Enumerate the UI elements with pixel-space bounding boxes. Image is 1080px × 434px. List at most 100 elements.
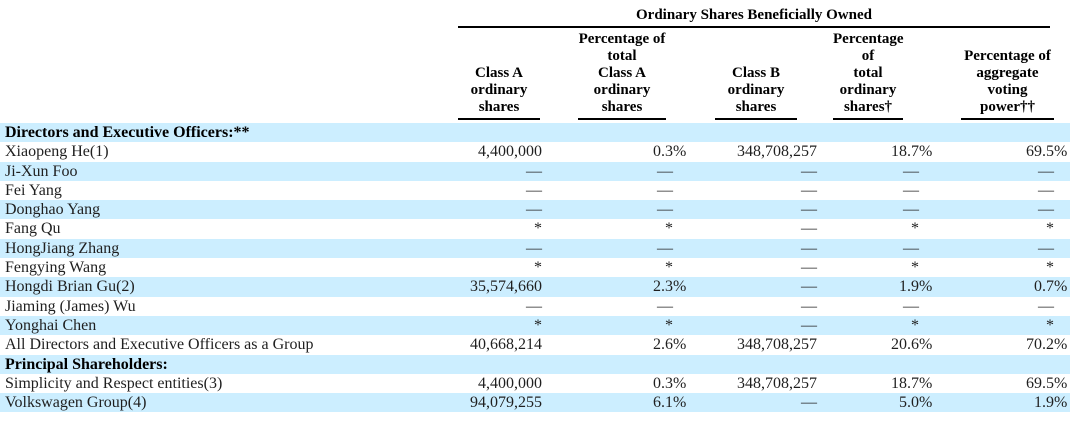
cell-pct-total-ordinary: — [903, 239, 919, 257]
table-row: Ji-Xun Foo — — — — — [0, 161, 1070, 181]
cell-class-b-shares: — [801, 394, 817, 412]
row-label: Directors and Executive Officers:** [5, 124, 250, 141]
cell-class-b-shares: — [801, 278, 817, 296]
cell-class-a-shares: * [534, 220, 542, 238]
table-row: HongJiang Zhang — — — — — [0, 238, 1070, 259]
cell-class-a-shares: * [534, 259, 542, 277]
cell-pct-class-a: * [665, 220, 673, 238]
row-label: HongJiang Zhang [5, 239, 120, 257]
cell-pct-voting-power: — [1038, 297, 1054, 315]
cell-class-b-shares: — [801, 259, 817, 277]
cell-pct-class-a: 0.3% [653, 143, 687, 161]
table-row: Donghao Yang — — — — — [0, 200, 1070, 220]
cell-class-a-shares: 4,400,000 [478, 374, 542, 392]
cell-pct-class-a [542, 355, 686, 374]
cell-pct-class-a: 2.6% [653, 336, 687, 354]
table-row: All Directors and Executive Officers as … [0, 335, 1070, 354]
cell-pct-class-a: 2.3% [653, 278, 687, 296]
row-label: Hongdi Brian Gu(2) [5, 278, 135, 296]
cell-class-b-shares [686, 123, 817, 142]
table-row: Simplicity and Respect entities(3) 4,400,… [0, 374, 1070, 393]
cell-class-a-shares: * [534, 316, 542, 334]
cell-pct-class-a: — [657, 162, 673, 180]
row-label: Fei Yang [5, 181, 62, 199]
cell-pct-class-a: 6.1% [653, 394, 687, 412]
cell-pct-class-a: — [657, 181, 673, 199]
column-header-pct-voting-power: Percentage of aggregate voting power†† [961, 48, 1054, 120]
table-row: Jiaming (James) Wu — — — — — [0, 297, 1070, 316]
table-row: Principal Shareholders: [0, 354, 1070, 374]
cell-class-b-shares: — [801, 239, 817, 257]
cell-pct-voting-power: * [1046, 259, 1054, 277]
cell-class-b-shares: — [801, 181, 817, 199]
cell-pct-class-a: — [657, 297, 673, 315]
cell-pct-total-ordinary: 5.0% [899, 394, 933, 412]
cell-class-a-shares: 4,400,000 [478, 143, 542, 161]
cell-class-b-shares: — [801, 316, 817, 334]
table-row: Fengying Wang * * — * * [0, 258, 1070, 277]
cell-pct-voting-power: * [1046, 220, 1054, 238]
cell-pct-total-ordinary: 18.7% [891, 374, 933, 392]
cell-pct-voting-power: 69.5% [1026, 143, 1068, 161]
cell-pct-voting-power: 1.9% [1034, 394, 1068, 412]
cell-pct-total-ordinary: — [903, 297, 919, 315]
cell-pct-total-ordinary: 20.6% [891, 336, 933, 354]
cell-pct-voting-power [932, 123, 1070, 142]
cell-pct-total-ordinary: 18.7% [891, 143, 933, 161]
cell-pct-class-a: 0.3% [653, 374, 687, 392]
cell-pct-voting-power: * [1046, 316, 1054, 334]
cell-pct-voting-power: — [1038, 181, 1054, 199]
cell-class-a-shares: 35,574,660 [470, 278, 542, 296]
cell-class-a-shares [455, 123, 542, 142]
cell-pct-total-ordinary: — [903, 162, 919, 180]
cell-class-b-shares: 348,708,257 [737, 336, 817, 354]
cell-pct-total-ordinary: * [911, 259, 919, 277]
table-row: Fei Yang — — — — — [0, 181, 1070, 200]
cell-class-a-shares: — [526, 297, 542, 315]
row-label: Fengying Wang [5, 259, 107, 277]
row-label: Fang Qu [5, 220, 61, 238]
cell-class-a-shares [455, 355, 542, 374]
row-label: Donghao Yang [5, 201, 101, 219]
cell-class-b-shares: — [801, 201, 817, 219]
table-row: Fang Qu * * — * * [0, 219, 1070, 238]
cell-pct-voting-power: 70.2% [1026, 336, 1068, 354]
row-label: Principal Shareholders: [5, 355, 168, 373]
column-header-pct-total-ordinary: Percentage of total ordinary shares† [833, 31, 904, 120]
cell-class-a-shares: — [526, 181, 542, 199]
cell-pct-class-a [542, 123, 686, 142]
cell-class-b-shares: 348,708,257 [737, 374, 817, 392]
table-body: Directors and Executive Officers:** Xiaop… [0, 123, 1070, 413]
cell-pct-class-a: — [657, 201, 673, 219]
row-label: Ji-Xun Foo [5, 162, 78, 180]
cell-class-a-shares: — [526, 239, 542, 257]
cell-pct-voting-power: — [1038, 239, 1054, 257]
row-label: Volkswagen Group(4) [5, 394, 147, 412]
row-label: Yonghai Chen [5, 316, 97, 334]
cell-pct-class-a: — [657, 239, 673, 257]
table-row: Directors and Executive Officers:** [0, 123, 1070, 143]
row-label: Simplicity and Respect entities(3) [5, 374, 223, 392]
table-row: Yonghai Chen * * — * * [0, 315, 1070, 336]
cell-pct-class-a: * [665, 259, 673, 277]
cell-pct-voting-power: — [1038, 201, 1054, 219]
cell-class-a-shares: 94,079,255 [470, 394, 542, 412]
column-header-class-a-shares: Class A ordinary shares [458, 65, 540, 120]
spanner-rule [458, 26, 1050, 28]
cell-pct-voting-power: — [1038, 162, 1054, 180]
cell-pct-total-ordinary: * [911, 220, 919, 238]
cell-class-a-shares: — [526, 162, 542, 180]
cell-class-b-shares: — [801, 220, 817, 238]
row-label: Jiaming (James) Wu [5, 297, 136, 315]
column-header-pct-class-a: Percentage of total Class A ordinary sha… [578, 31, 666, 120]
row-label: Xiaopeng He(1) [5, 143, 109, 161]
cell-class-b-shares: — [801, 297, 817, 315]
cell-pct-total-ordinary [817, 123, 932, 142]
cell-class-b-shares: — [801, 162, 817, 180]
cell-pct-total-ordinary [817, 355, 932, 374]
cell-pct-total-ordinary: 1.9% [899, 278, 933, 296]
cell-class-a-shares: — [526, 201, 542, 219]
row-label: All Directors and Executive Officers as … [5, 336, 314, 354]
cell-pct-total-ordinary: — [903, 181, 919, 199]
